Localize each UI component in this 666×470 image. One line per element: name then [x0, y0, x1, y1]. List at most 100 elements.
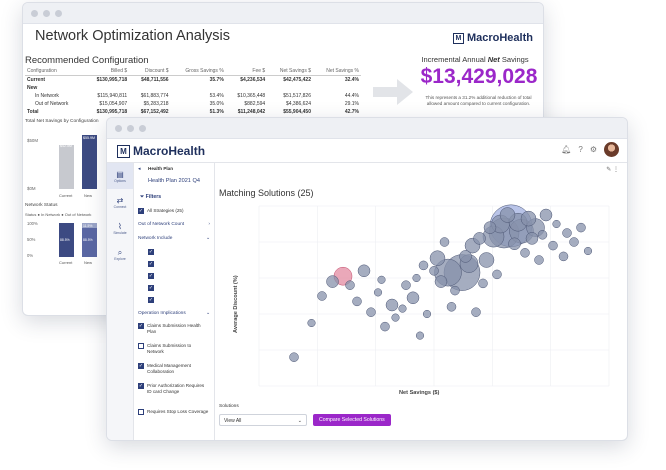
scatter-point[interactable]	[473, 232, 486, 245]
scatter-point[interactable]	[471, 307, 481, 317]
checkbox-icon[interactable]: ✓	[138, 363, 144, 369]
scatter-point[interactable]	[508, 237, 521, 251]
scatter-point[interactable]	[377, 275, 386, 284]
network-include-checkbox[interactable]: ✓	[148, 249, 154, 255]
scatter-point[interactable]	[576, 222, 586, 233]
health-plan-select[interactable]: Health Plan 2021 Q4	[148, 178, 200, 184]
scatter-point[interactable]	[366, 307, 376, 317]
out-of-network-count-section[interactable]: Out of Network Count ›	[138, 222, 210, 227]
operation-implications-section[interactable]: Operation Implications ⌄	[138, 311, 210, 316]
scatter-point[interactable]	[289, 352, 299, 362]
scatter-point[interactable]	[539, 208, 553, 222]
window-dot[interactable]	[127, 124, 134, 132]
window-dot[interactable]	[31, 9, 38, 17]
scatter-point[interactable]	[385, 298, 399, 312]
scatter-point[interactable]	[398, 304, 407, 313]
operation-checkbox[interactable]: ✓ Prior Authorization Requires ID card Ch…	[138, 383, 212, 395]
scatter-point[interactable]	[492, 269, 502, 280]
help-icon[interactable]: ?	[578, 145, 583, 154]
operation-checkbox[interactable]: Claims Submission to Network	[138, 343, 212, 355]
edit-icon[interactable]: ✎	[606, 167, 612, 173]
network-include-section[interactable]: Network Include ⌄	[138, 236, 210, 241]
scatter-point[interactable]	[439, 237, 450, 247]
window-dot[interactable]	[139, 124, 146, 132]
scatter-point[interactable]	[537, 230, 548, 240]
checkbox-icon[interactable]: ✓	[138, 383, 144, 389]
operation-checkbox[interactable]: Requires Stop Loss Coverage	[138, 409, 212, 415]
scatter-point[interactable]	[562, 228, 572, 238]
scatter-point[interactable]	[558, 251, 569, 262]
scatter-point[interactable]	[446, 302, 457, 312]
network-include-checkbox[interactable]: ✓	[148, 285, 154, 291]
scatter-point[interactable]	[429, 250, 446, 266]
operation-checkbox[interactable]: ✓ Medical Management Collaboration	[138, 363, 212, 375]
scatter-point[interactable]	[499, 207, 516, 223]
scatter-point[interactable]	[412, 273, 421, 283]
collapse-icon[interactable]: ◂	[138, 166, 141, 172]
scatter-point[interactable]	[401, 280, 411, 290]
scatter-point[interactable]	[450, 285, 460, 296]
window-dot[interactable]	[115, 124, 122, 132]
scatter-point[interactable]	[357, 264, 371, 278]
scatter-point[interactable]	[583, 246, 593, 256]
checkbox-icon[interactable]: ✓	[138, 323, 144, 329]
checkbox-icon[interactable]: ✓	[148, 249, 154, 255]
checkbox-icon[interactable]: ✓	[148, 297, 154, 303]
checkbox-icon[interactable]: ✓	[148, 285, 154, 291]
tns-bar-new[interactable]	[82, 135, 97, 189]
tns-bar-current[interactable]	[59, 145, 74, 189]
nav-item-simulate[interactable]: ⌇ Simulate	[107, 215, 133, 241]
bell-icon[interactable]: 🔔︎	[561, 145, 572, 154]
more-vert-icon[interactable]: ⋮	[613, 167, 619, 173]
scatter-point[interactable]	[434, 275, 448, 288]
scatter-point[interactable]	[422, 309, 432, 319]
scatter-point[interactable]	[478, 252, 495, 268]
gear-icon[interactable]: ⚙︎	[589, 145, 597, 154]
checkbox-icon[interactable]	[138, 343, 144, 349]
ns-bar-new-in[interactable]	[82, 228, 97, 257]
scatter-point[interactable]	[429, 266, 439, 276]
scatter-point[interactable]	[391, 313, 400, 322]
checkbox-icon[interactable]: ✓	[138, 208, 144, 214]
scatter-point[interactable]	[373, 288, 383, 297]
compare-selected-solutions-button[interactable]: Compare Selected Solutions	[313, 414, 391, 426]
scatter-point[interactable]	[307, 318, 316, 328]
scatter-point[interactable]	[548, 240, 558, 251]
scatter-point[interactable]	[483, 221, 497, 234]
checkbox-icon[interactable]: ✓	[148, 261, 154, 267]
nav-item-options[interactable]: ▤ Options	[107, 163, 133, 189]
scatter-point[interactable]	[415, 331, 425, 340]
scatter-point[interactable]	[534, 255, 544, 265]
scatter-point[interactable]	[552, 219, 561, 229]
avatar[interactable]	[604, 142, 619, 157]
scatter-point[interactable]	[317, 291, 327, 301]
ns-bar-current[interactable]	[59, 223, 74, 257]
window-dot[interactable]	[55, 9, 62, 17]
all-strategies-checkbox[interactable]: ✓ All Strategies (25)	[138, 208, 184, 214]
scatter-point[interactable]	[380, 321, 390, 332]
nav-item-explore[interactable]: ⌕ Explore	[107, 241, 133, 267]
scatter-point[interactable]	[478, 278, 488, 289]
scatter-point[interactable]	[569, 237, 579, 247]
network-include-checkbox[interactable]: ✓	[148, 273, 154, 279]
scatter-point[interactable]	[345, 280, 355, 290]
scatter-point[interactable]	[520, 248, 530, 258]
ns-bar-new-out[interactable]	[82, 223, 97, 228]
scatter-point[interactable]	[406, 291, 420, 305]
network-include-checkbox[interactable]: ✓	[148, 297, 154, 303]
window-dot[interactable]	[43, 9, 50, 17]
scatter-point[interactable]	[352, 296, 362, 307]
scatter-point[interactable]	[418, 260, 429, 271]
macrohealth-logo[interactable]: M MacroHealth	[117, 144, 205, 158]
checkbox-icon[interactable]: ✓	[148, 273, 154, 279]
checkbox-icon[interactable]	[138, 409, 144, 415]
scatter-point[interactable]	[459, 250, 472, 263]
operation-checkbox[interactable]: ✓ Claims Submission Health Plan	[138, 323, 212, 335]
solutions-select[interactable]: View All ⌄	[219, 414, 307, 426]
scatter-point[interactable]	[520, 210, 537, 227]
network-include-checkbox[interactable]: ✓	[148, 261, 154, 267]
scatter-point[interactable]	[326, 275, 339, 288]
savings-heading: Incremental Annual Net Savings	[415, 55, 535, 64]
scatter-point[interactable]	[525, 232, 539, 245]
nav-item-connect[interactable]: ⇄ Connect	[107, 189, 133, 215]
